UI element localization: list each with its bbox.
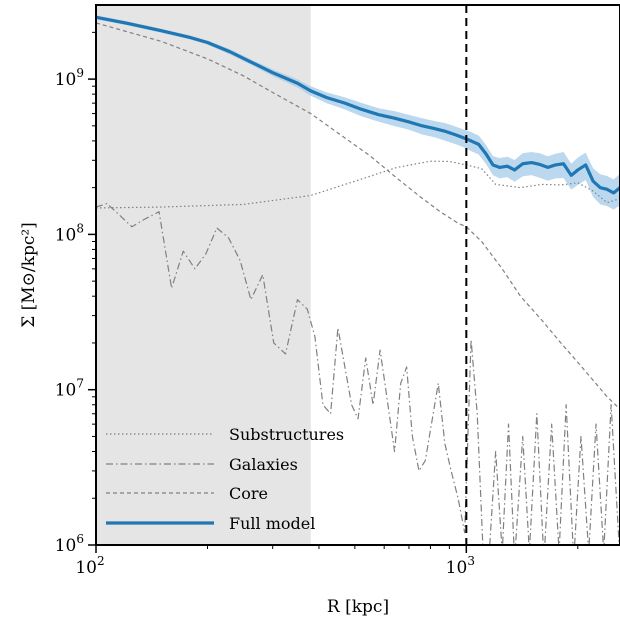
x-axis-label: R [kpc] (327, 597, 389, 617)
legend: Substructures Galaxies Core Full model (106, 425, 344, 533)
legend-label-substructures: Substructures (229, 425, 344, 444)
y-tick-label: 108 (55, 221, 84, 245)
y-tick-label: 109 (55, 66, 84, 90)
series-core-line (96, 22, 620, 410)
y-axis-label: Σ [M⊙/kpc²] (19, 222, 39, 328)
x-tick-label: 103 (446, 554, 475, 578)
legend-label-full-model: Full model (229, 514, 315, 533)
y-tick-label: 106 (55, 532, 84, 556)
series-substructures-line (96, 160, 620, 209)
plot-frame (95, 4, 620, 546)
legend-label-core: Core (229, 484, 268, 503)
y-tick-label: 107 (55, 377, 84, 401)
x-tick-label: 102 (75, 554, 104, 578)
legend-label-galaxies: Galaxies (229, 455, 298, 474)
series-galaxies-line (96, 202, 620, 545)
shaded-region (96, 5, 311, 545)
